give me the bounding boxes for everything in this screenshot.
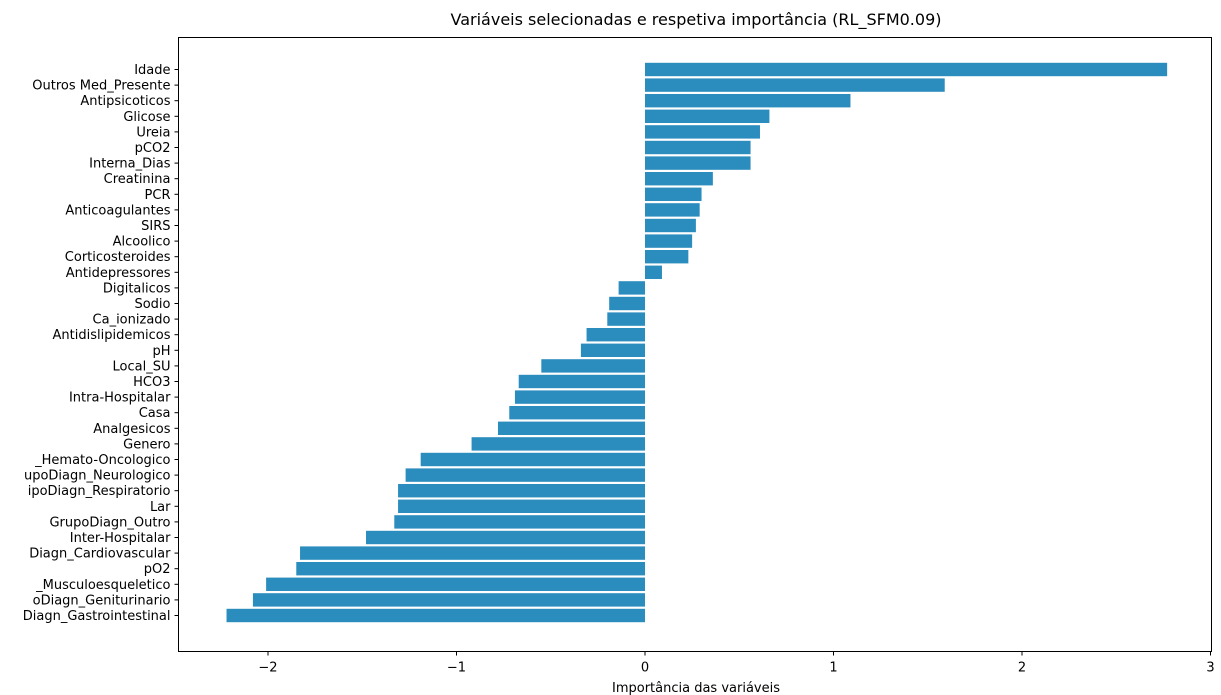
y-tick-label: Antidislipidemicos [53, 328, 171, 343]
bar-idade [645, 62, 1168, 77]
bar-grupodiagn-outro [394, 515, 645, 529]
bar-outros-med-presente [645, 78, 945, 92]
y-tick-label: GrupoDiagn_Outro [49, 515, 170, 530]
bar-antipsicoticos [645, 94, 851, 108]
y-tick-label: pCO2 [135, 141, 171, 156]
y-tick-label: Genero [123, 437, 170, 452]
chart-title: Variáveis selecionadas e respetiva impor… [451, 10, 942, 30]
bar-creatinina [645, 172, 713, 186]
bar-musculoesqueletico [266, 577, 645, 591]
x-tick-label: 3 [1206, 661, 1214, 676]
bar-inter-hospitalar [366, 530, 645, 545]
y-tick-label: Ureia [136, 125, 170, 140]
bar-alcoolico [645, 234, 693, 248]
y-tick-label: Creatinina [104, 172, 171, 187]
bar-local-su [541, 359, 645, 373]
x-axis-label: Importância das variáveis [612, 681, 780, 695]
bar-odiagn-geniturinario [252, 593, 646, 607]
bar-ca-ionizado [607, 312, 645, 326]
y-tick-label: Lar [150, 500, 171, 515]
bar-diagn-cardiovascular [300, 546, 645, 560]
y-tick-label: SIRS [141, 219, 170, 234]
x-tick-label: 2 [1018, 661, 1026, 676]
y-tick-label: oDiagn_Geniturinario [33, 593, 171, 608]
x-tick-label: 0 [641, 661, 649, 676]
y-tick-label: Corticosteroides [65, 250, 171, 265]
y-tick-label: Intra-Hospitalar [69, 391, 171, 406]
y-tick-label: _Musculoesqueletico [35, 578, 170, 593]
bar-intra-hospitalar [514, 390, 645, 404]
bar-analgesicos [497, 421, 645, 435]
bar-genero [471, 437, 645, 451]
bar-casa [509, 406, 645, 420]
bar-anticoagulantes [645, 203, 700, 217]
bar-ipodiagn-respiratorio [398, 484, 645, 498]
y-tick-label: Anticoagulantes [65, 203, 170, 218]
bar-pco2 [645, 140, 751, 155]
bar-hemato-oncologico [420, 452, 645, 467]
x-tick-label: −2 [258, 661, 277, 676]
y-tick-label: pO2 [144, 562, 171, 577]
bars-group [226, 62, 1168, 623]
y-tick-label: Outros Med_Presente [32, 79, 170, 94]
bar-sirs [645, 218, 696, 233]
y-tick-label: Sodio [134, 297, 170, 312]
y-tick-label: pH [152, 344, 170, 359]
y-tick-label: HCO3 [133, 375, 170, 390]
bar-lar [398, 499, 645, 513]
bar-ureia [645, 125, 760, 139]
plot-frame [178, 37, 1212, 652]
y-tick-label: Diagn_Gastrointestinal [23, 609, 171, 624]
bar-pcr [645, 187, 702, 201]
bar-interna-dias [645, 156, 751, 170]
bar-sodio [609, 296, 645, 311]
x-tick-label: 1 [829, 661, 837, 676]
bar-upodiagn-neurologico [405, 468, 645, 482]
x-axis-ticks: −2 −1 0 1 2 3 [258, 651, 1215, 676]
bar-antidepressores [645, 265, 662, 279]
bar-diagn-gastrointestinal [226, 608, 645, 623]
y-tick-label: upoDiagn_Neurologico [24, 469, 171, 484]
bar-po2 [296, 562, 645, 576]
y-tick-label: Ca_ionizado [93, 313, 171, 328]
bar-hco3 [518, 374, 645, 389]
bar-antidislipidemicos [586, 328, 645, 342]
y-tick-label: Inter-Hospitalar [70, 531, 171, 546]
y-tick-label: Antidepressores [66, 266, 171, 281]
x-tick-label: −1 [447, 661, 466, 676]
y-tick-label: Analgesicos [93, 422, 170, 437]
y-tick-label: Interna_Dias [89, 157, 171, 172]
bar-corticosteroides [645, 250, 689, 264]
y-tick-label: Idade [134, 63, 170, 78]
y-tick-label: _Hemato-Oncologico [34, 453, 170, 468]
y-tick-label: Glicose [123, 110, 170, 125]
y-tick-label: PCR [145, 188, 171, 203]
y-tick-label: Digitalicos [103, 281, 171, 296]
y-tick-label: Diagn_Cardiovascular [29, 547, 171, 562]
bar-digitalicos [618, 281, 645, 295]
y-tick-label: Antipsicoticos [80, 94, 170, 109]
bar-ph [580, 343, 645, 357]
y-tick-label: ipoDiagn_Respiratorio [28, 484, 171, 499]
bar-glicose [645, 109, 770, 123]
y-tick-label: Local_SU [113, 359, 171, 374]
y-tick-label: Alcoolico [113, 235, 171, 250]
y-tick-label: Casa [139, 406, 171, 421]
